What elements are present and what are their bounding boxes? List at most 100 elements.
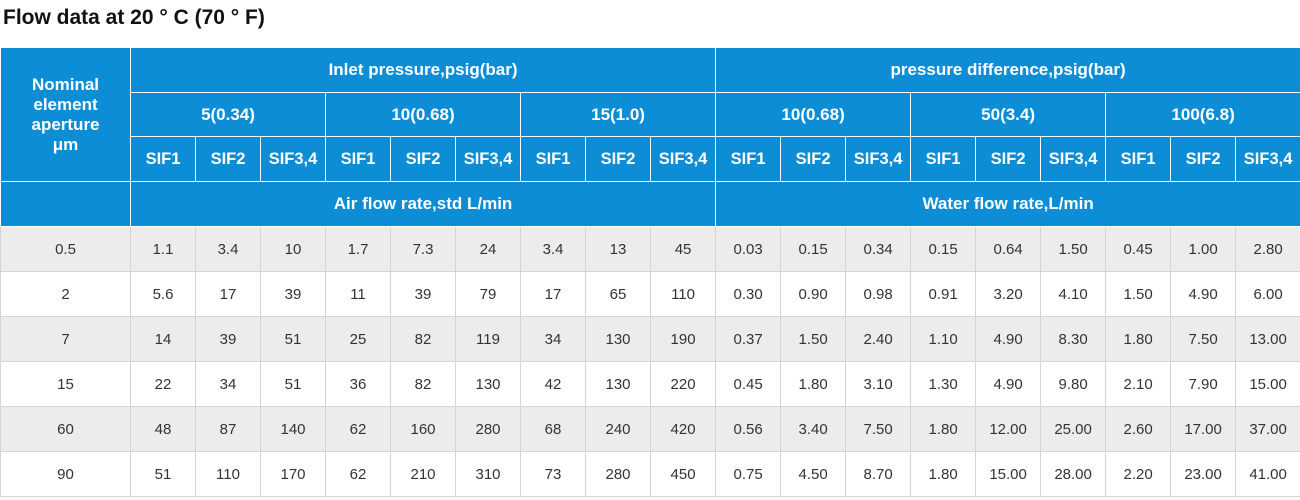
flow-value-cell: 45: [649, 226, 717, 272]
flow-value-cell: 140: [260, 406, 326, 452]
flow-value-cell: 0.30: [715, 271, 782, 317]
flow-value-cell: 4.10: [1040, 271, 1107, 317]
table-header: Nominal element aperture μm Inlet pressu…: [0, 47, 1300, 227]
flow-value-cell: 14: [130, 316, 196, 362]
flow-value-cell: 1.30: [910, 361, 977, 407]
pressure-difference-header: pressure difference,psig(bar): [715, 47, 1300, 93]
flow-value-cell: 0.56: [715, 406, 782, 452]
inlet-pressure-header: Inlet pressure,psig(bar): [129, 47, 717, 93]
flow-value-cell: 8.70: [845, 451, 912, 497]
table-row: 90 51 110 170 62 210 310 73 280 450 0.75 4.50 8.70 1.…: [0, 451, 1300, 497]
flow-value-cell: 34: [520, 316, 586, 362]
flow-value-cell: 1.1: [130, 226, 196, 272]
model-header: SIF1: [1105, 136, 1172, 182]
flow-value-cell: 210: [390, 451, 456, 497]
flow-value-cell: 4.90: [975, 316, 1042, 362]
flow-value-cell: 119: [455, 316, 521, 362]
flow-value-cell: 2.40: [845, 316, 912, 362]
flow-value-cell: 2.20: [1105, 451, 1172, 497]
flow-value-cell: 240: [585, 406, 651, 452]
flow-value-cell: 7.50: [845, 406, 912, 452]
model-header: SIF2: [1170, 136, 1237, 182]
nominal-header-line: μm: [52, 134, 79, 154]
flow-value-cell: 0.75: [715, 451, 782, 497]
pressure-subgroup-header: 100(6.8): [1105, 92, 1300, 137]
flow-value-cell: 130: [455, 361, 521, 407]
flow-value-cell: 48: [130, 406, 196, 452]
table-body: 0.5 1.1 3.4 10 1.7 7.3 24 3.4 13 45 0.03 0.15 0.34 0.…: [0, 226, 1300, 497]
pressure-subgroup-header: 5(0.34): [130, 92, 326, 137]
nominal-aperture-header: Nominal element aperture μm: [0, 47, 131, 182]
flow-value-cell: 1.50: [780, 316, 847, 362]
flow-value-cell: 87: [195, 406, 261, 452]
flow-value-cell: 0.37: [715, 316, 782, 362]
flow-value-cell: 220: [649, 361, 717, 407]
table-row: 60 48 87 140 62 160 280 68 240 420 0.56 3.40 7.50 1.8…: [0, 406, 1300, 452]
aperture-cell: 60: [0, 406, 131, 452]
flow-value-cell: 51: [130, 451, 196, 497]
flow-value-cell: 39: [390, 271, 456, 317]
flow-value-cell: 17: [520, 271, 586, 317]
model-header: SIF1: [130, 136, 196, 182]
flow-value-cell: 25: [325, 316, 391, 362]
flow-value-cell: 82: [390, 361, 456, 407]
flow-value-cell: 1.00: [1170, 226, 1237, 272]
flow-value-cell: 0.90: [780, 271, 847, 317]
flow-value-cell: 7.50: [1170, 316, 1237, 362]
flow-data-table: Nominal element aperture μm Inlet pressu…: [0, 47, 1300, 497]
nominal-header-line: Nominal: [31, 74, 100, 94]
model-header: SIF1: [520, 136, 586, 182]
flow-value-cell: 4.90: [975, 361, 1042, 407]
aperture-cell: 90: [0, 451, 131, 497]
model-header: SIF2: [975, 136, 1042, 182]
nominal-header-line: element: [33, 94, 98, 114]
flow-value-cell: 42: [520, 361, 586, 407]
flow-value-cell: 9.80: [1040, 361, 1107, 407]
flow-value-cell: 7.90: [1170, 361, 1237, 407]
flow-value-cell: 65: [585, 271, 651, 317]
flow-value-cell: 0.64: [975, 226, 1042, 272]
flow-value-cell: 0.03: [715, 226, 782, 272]
flow-value-cell: 2.10: [1105, 361, 1172, 407]
flow-value-cell: 110: [195, 451, 261, 497]
flow-value-cell: 6.00: [1235, 271, 1300, 317]
flow-value-cell: 34: [195, 361, 261, 407]
unit-header-spacer: [0, 181, 131, 227]
flow-value-cell: 0.45: [715, 361, 782, 407]
flow-value-cell: 25.00: [1040, 406, 1107, 452]
flow-value-cell: 10: [260, 226, 326, 272]
model-header: SIF2: [195, 136, 261, 182]
flow-value-cell: 8.30: [1040, 316, 1107, 362]
pressure-subgroup-header: 10(0.68): [325, 92, 521, 137]
flow-value-cell: 3.4: [520, 226, 586, 272]
flow-value-cell: 36: [325, 361, 391, 407]
aperture-cell: 7: [0, 316, 131, 362]
flow-value-cell: 0.98: [845, 271, 912, 317]
air-flow-unit-header: Air flow rate,std L/min: [129, 181, 717, 227]
flow-value-cell: 1.50: [1105, 271, 1172, 317]
flow-value-cell: 28.00: [1040, 451, 1107, 497]
model-header: SIF3,4: [455, 136, 521, 182]
flow-value-cell: 3.4: [195, 226, 261, 272]
flow-value-cell: 1.7: [325, 226, 391, 272]
model-header-row: SIF1 SIF2 SIF3,4 SIF1 SIF2 SIF3,4 SIF1 SIF2 SIF3…: [1, 136, 1300, 182]
flow-value-cell: 79: [455, 271, 521, 317]
flow-value-cell: 24: [455, 226, 521, 272]
flow-value-cell: 11: [325, 271, 391, 317]
flow-value-cell: 62: [325, 406, 391, 452]
pressure-subgroup-header: 15(1.0): [519, 92, 717, 137]
flow-value-cell: 0.15: [910, 226, 977, 272]
nominal-header-line: aperture: [31, 114, 100, 134]
model-header: SIF3,4: [1235, 136, 1300, 182]
table-row: 2 5.6 17 39 11 39 79 17 65 110 0.30 0.90 0.98 0.91 3.2…: [0, 271, 1300, 317]
flow-value-cell: 51: [260, 361, 326, 407]
flow-value-cell: 0.15: [780, 226, 847, 272]
model-header: SIF3,4: [1040, 136, 1107, 182]
water-flow-unit-header: Water flow rate,L/min: [715, 181, 1300, 227]
flow-value-cell: 160: [390, 406, 456, 452]
model-header: SIF2: [390, 136, 456, 182]
flow-value-cell: 1.80: [1105, 316, 1172, 362]
aperture-cell: 15: [0, 361, 131, 407]
flow-value-cell: 4.50: [780, 451, 847, 497]
